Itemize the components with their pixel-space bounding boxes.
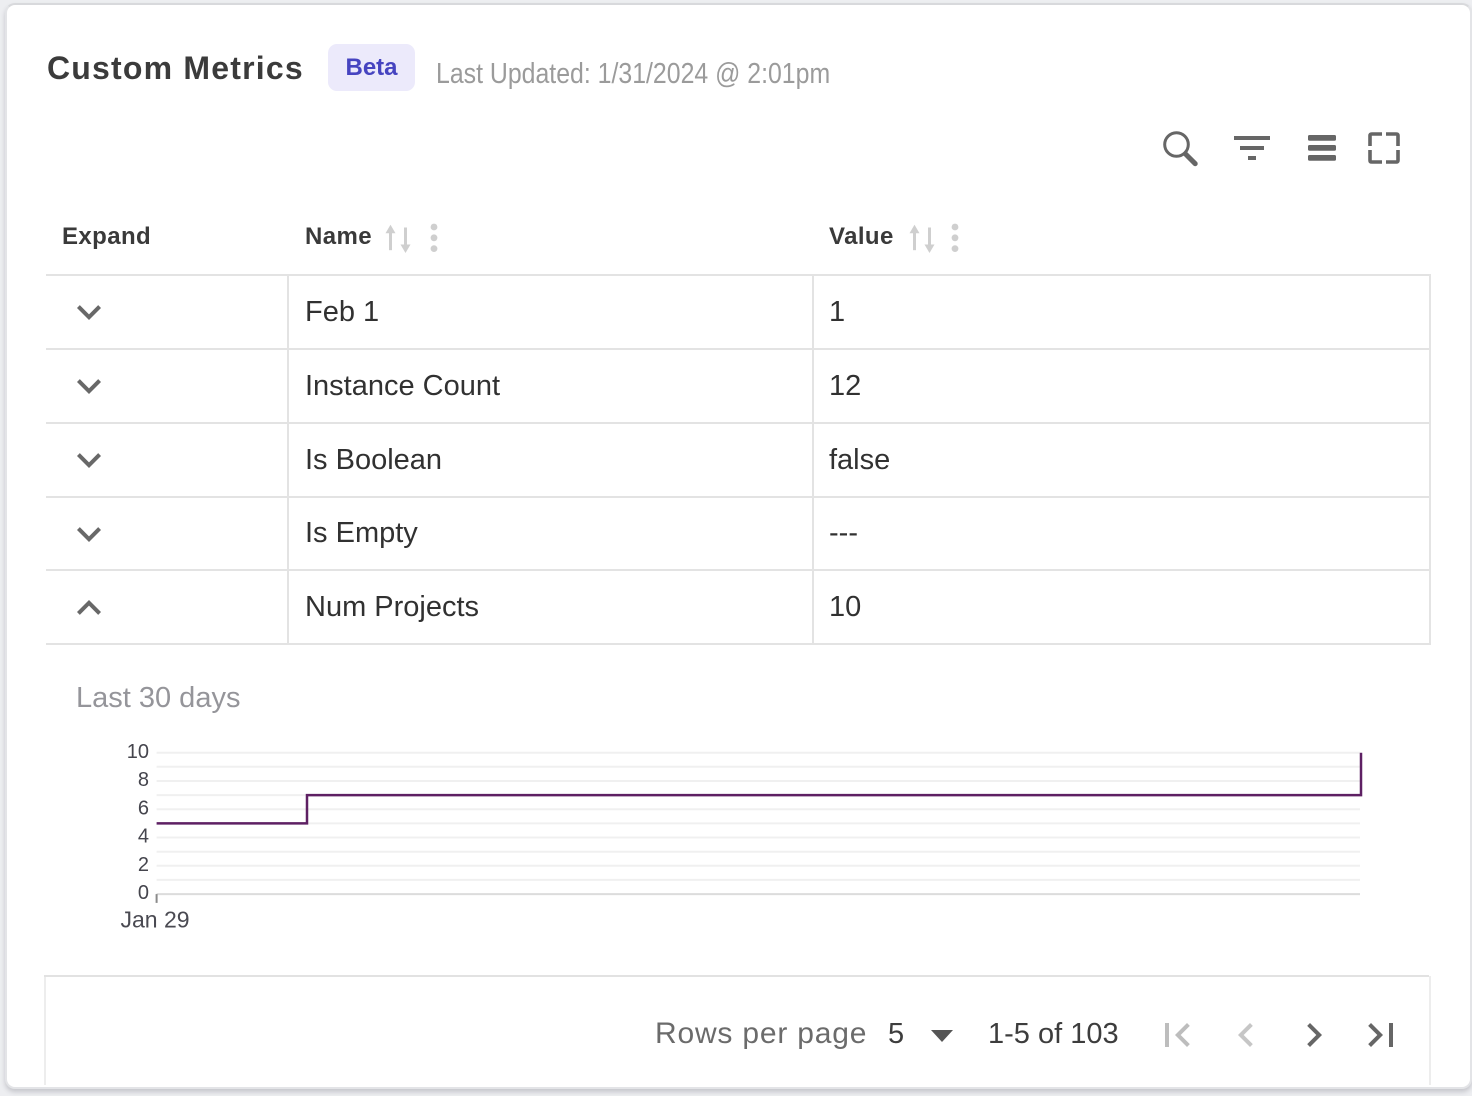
svg-text:Jan 29: Jan 29	[120, 907, 189, 933]
svg-text:0: 0	[138, 882, 149, 904]
svg-text:6: 6	[138, 797, 149, 819]
svg-text:8: 8	[138, 769, 149, 791]
svg-text:2: 2	[138, 854, 149, 876]
svg-text:10: 10	[127, 742, 149, 763]
svg-text:4: 4	[138, 826, 149, 848]
